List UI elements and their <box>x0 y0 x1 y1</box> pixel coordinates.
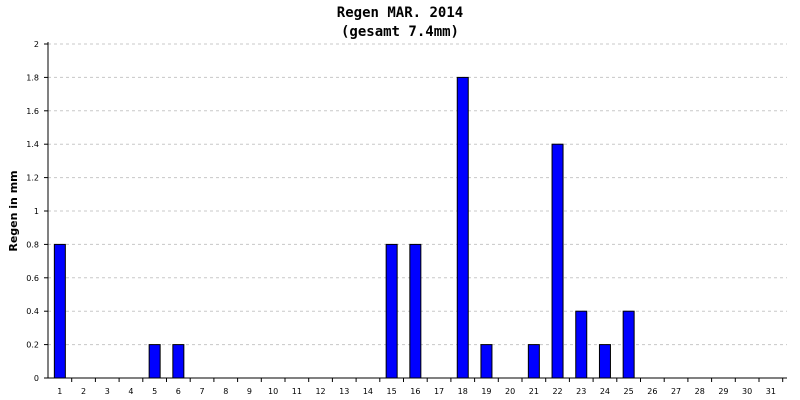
bar-day-15 <box>385 243 398 379</box>
bar-day-1 <box>53 243 66 379</box>
y-tick-label-2: 0.4 <box>26 307 39 316</box>
y-tick-label-6: 1.2 <box>26 174 39 183</box>
x-tick-label-20: 20 <box>505 387 515 396</box>
x-tick-label-25: 25 <box>624 387 634 396</box>
x-tick-label-10: 10 <box>268 387 278 396</box>
bar-day-16 <box>409 243 422 379</box>
y-tick-label-10: 2 <box>34 40 39 49</box>
x-tick-label-8: 8 <box>223 387 228 396</box>
x-tick-label-29: 29 <box>718 387 728 396</box>
bar-day-22 <box>551 143 564 379</box>
bar-day-25 <box>622 310 635 379</box>
x-tick-label-18: 18 <box>458 387 468 396</box>
x-tick-label-14: 14 <box>363 387 373 396</box>
tick-labels: 00.20.40.60.811.21.41.61.821 2 3 4 5 6 7 8 9 10 11… <box>26 40 776 396</box>
bar-day-24 <box>598 344 611 379</box>
x-tick-label-17: 17 <box>434 387 444 396</box>
x-tick-label-7: 7 <box>200 387 205 396</box>
x-tick-label-12: 12 <box>315 387 325 396</box>
x-tick-label-4: 4 <box>128 387 133 396</box>
x-tick-label-5: 5 <box>152 387 157 396</box>
x-tick-label-1: 1 <box>57 387 62 396</box>
x-tick-label-27: 27 <box>671 387 681 396</box>
bar-day-18 <box>456 76 469 379</box>
chart-title-block: Regen MAR. 2014 (gesamt 7.4mm) <box>0 4 800 42</box>
bar-day-6 <box>172 344 185 379</box>
x-tick-label-28: 28 <box>695 387 705 396</box>
x-tick-label-21: 21 <box>529 387 539 396</box>
x-tick-label-3: 3 <box>105 387 110 396</box>
y-tick-label-8: 1.6 <box>26 107 39 116</box>
chart-title: Regen MAR. 2014 <box>336 5 464 21</box>
y-axis-label: Regen in mm <box>7 170 20 251</box>
y-tick-label-4: 0.8 <box>26 240 39 249</box>
x-tick-label-9: 9 <box>247 387 252 396</box>
axes <box>44 42 787 382</box>
x-tick-label-22: 22 <box>552 387 562 396</box>
y-tick-label-1: 0.2 <box>26 341 39 350</box>
bars <box>53 76 635 379</box>
x-tick-label-15: 15 <box>387 387 397 396</box>
bar-day-19 <box>480 344 493 379</box>
x-tick-label-2: 2 <box>81 387 86 396</box>
y-tick-label-3: 0.6 <box>26 274 39 283</box>
chart-subtitle: (gesamt 7.4mm) <box>340 24 459 40</box>
x-tick-label-31: 31 <box>766 387 776 396</box>
x-tick-label-13: 13 <box>339 387 349 396</box>
x-tick-label-24: 24 <box>600 387 610 396</box>
bar-day-21 <box>527 344 540 379</box>
x-tick-label-6: 6 <box>176 387 181 396</box>
y-tick-label-7: 1.4 <box>26 140 39 149</box>
bar-day-23 <box>575 310 588 379</box>
y-tick-label-5: 1 <box>34 207 39 216</box>
bar-day-5 <box>148 344 161 379</box>
y-tick-label-0: 0 <box>34 374 39 383</box>
x-tick-label-16: 16 <box>410 387 420 396</box>
y-tick-label-9: 1.8 <box>26 73 39 82</box>
x-tick-label-30: 30 <box>742 387 752 396</box>
x-tick-label-19: 19 <box>481 387 491 396</box>
x-tick-label-23: 23 <box>576 387 586 396</box>
x-tick-label-11: 11 <box>292 387 302 396</box>
x-tick-label-26: 26 <box>647 387 657 396</box>
